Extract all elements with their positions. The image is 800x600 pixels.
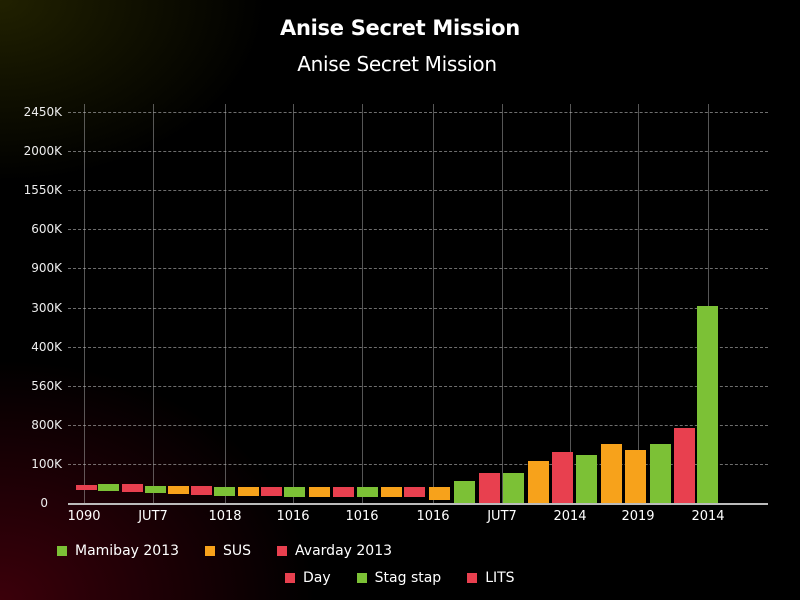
chart-subtitle: Anise Secret Mission bbox=[0, 52, 800, 76]
y-tick-label: 100K bbox=[31, 457, 62, 471]
legend-swatch-red bbox=[277, 546, 288, 556]
x-gridline bbox=[502, 104, 503, 504]
bar-green[interactable] bbox=[357, 487, 378, 497]
bar-green[interactable] bbox=[145, 486, 166, 493]
y-gridline bbox=[68, 151, 768, 152]
x-tick-label: 1090 bbox=[67, 509, 101, 524]
y-tick-label: 900K bbox=[31, 261, 62, 275]
bar-red[interactable] bbox=[261, 487, 282, 496]
bar-green[interactable] bbox=[454, 481, 475, 503]
bar-red[interactable] bbox=[122, 484, 143, 492]
y-tick-label: 2000K bbox=[23, 144, 62, 158]
x-gridline bbox=[708, 104, 709, 504]
bar-green[interactable] bbox=[503, 473, 524, 503]
y-tick-label: 800K bbox=[31, 418, 62, 432]
legend-item-avarday-2013[interactable]: Avarday 2013 bbox=[277, 543, 392, 559]
y-gridline bbox=[68, 308, 768, 309]
bar-red[interactable] bbox=[552, 452, 573, 503]
bar-orange[interactable] bbox=[309, 487, 330, 497]
bar-green[interactable] bbox=[697, 306, 718, 503]
bar-red[interactable] bbox=[404, 487, 425, 497]
legend-swatch-red bbox=[285, 573, 295, 583]
x-gridline bbox=[570, 104, 571, 504]
legend-row-1: Mamibay 2013 SUS Avarday 2013 bbox=[57, 543, 418, 559]
bar-red[interactable] bbox=[76, 485, 97, 490]
bar-orange[interactable] bbox=[429, 487, 450, 500]
legend-label: LITS bbox=[485, 570, 515, 586]
y-gridline bbox=[68, 190, 768, 191]
bar-green[interactable] bbox=[650, 444, 671, 503]
bar-red[interactable] bbox=[479, 473, 500, 503]
y-tick-label: 300K bbox=[31, 301, 62, 315]
bar-orange[interactable] bbox=[625, 450, 646, 503]
x-gridline bbox=[433, 104, 434, 504]
bar-green[interactable] bbox=[214, 487, 235, 496]
y-tick-label: 600K bbox=[31, 222, 62, 236]
y-gridline bbox=[68, 268, 768, 269]
bar-green[interactable] bbox=[576, 455, 597, 503]
bar-green[interactable] bbox=[284, 487, 305, 497]
legend-label: Stag stap bbox=[374, 570, 442, 586]
legend-row-2: Day Stag stap LITS bbox=[285, 570, 541, 586]
y-tick-label: 2450K bbox=[23, 105, 62, 119]
x-gridline bbox=[84, 104, 85, 504]
y-gridline bbox=[68, 347, 768, 348]
y-gridline bbox=[68, 386, 768, 387]
bar-red[interactable] bbox=[333, 487, 354, 497]
x-tick-label: 2014 bbox=[691, 509, 725, 524]
x-tick-label: JUT7 bbox=[487, 509, 517, 524]
x-tick-label: JUT7 bbox=[138, 509, 168, 524]
bar-orange[interactable] bbox=[168, 486, 189, 494]
legend-label: SUS bbox=[223, 543, 252, 559]
x-tick-label: 1016 bbox=[416, 509, 450, 524]
y-tick-label: 1550K bbox=[23, 183, 62, 197]
chart-title: Anise Secret Mission bbox=[280, 16, 520, 40]
y-gridline bbox=[68, 425, 768, 426]
bar-red[interactable] bbox=[191, 486, 212, 495]
legend-item-day[interactable]: Day bbox=[285, 570, 331, 586]
x-tick-label: 1018 bbox=[208, 509, 242, 524]
legend-swatch-green bbox=[356, 573, 367, 583]
x-tick-label: 1016 bbox=[276, 509, 310, 524]
x-tick-label: 1016 bbox=[345, 509, 379, 524]
bar-orange[interactable] bbox=[381, 487, 402, 497]
x-gridline bbox=[362, 104, 363, 504]
legend-swatch-green bbox=[57, 546, 67, 556]
legend-item-sus[interactable]: SUS bbox=[205, 543, 251, 559]
y-gridline bbox=[68, 112, 768, 113]
y-gridline bbox=[68, 464, 768, 465]
bar-orange[interactable] bbox=[238, 487, 259, 496]
y-gridline bbox=[68, 229, 768, 230]
y-tick-label: 0 bbox=[40, 496, 48, 510]
bar-green[interactable] bbox=[98, 484, 119, 491]
x-gridline bbox=[638, 104, 639, 504]
legend-item-lits[interactable]: LITS bbox=[467, 570, 515, 586]
x-tick-label: 2019 bbox=[621, 509, 655, 524]
legend-label: Mamibay 2013 bbox=[75, 543, 180, 559]
x-gridline bbox=[293, 104, 294, 504]
legend-swatch-red bbox=[467, 573, 478, 583]
y-tick-label: 560K bbox=[31, 379, 62, 393]
x-gridline bbox=[153, 104, 154, 504]
legend-label: Avarday 2013 bbox=[295, 543, 393, 559]
x-gridline bbox=[225, 104, 226, 504]
legend-item-stag-stap[interactable]: Stag stap bbox=[356, 570, 442, 586]
bar-red[interactable] bbox=[674, 428, 695, 503]
legend-swatch-orange bbox=[205, 546, 216, 556]
legend-item-mamibay-2013[interactable]: Mamibay 2013 bbox=[57, 543, 179, 559]
chart-subtitle-text: Anise Secret Mission bbox=[297, 52, 497, 76]
bar-orange[interactable] bbox=[528, 461, 549, 503]
x-axis-line bbox=[68, 503, 768, 505]
x-tick-label: 2014 bbox=[553, 509, 587, 524]
y-tick-label: 400K bbox=[31, 340, 62, 354]
legend-label: Day bbox=[303, 570, 331, 586]
bar-orange[interactable] bbox=[601, 444, 622, 503]
